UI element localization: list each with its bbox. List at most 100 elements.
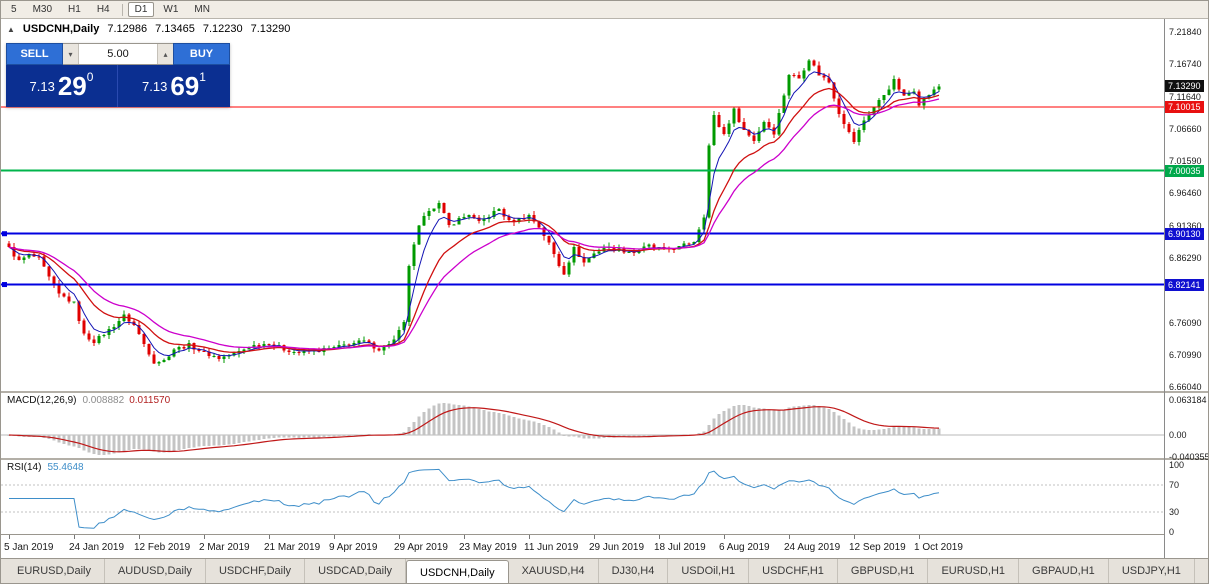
buy-price-main: 7.13 bbox=[142, 78, 168, 94]
time-axis-label: 1 Oct 2019 bbox=[914, 542, 963, 553]
ohlc-high: 7.13465 bbox=[155, 23, 195, 35]
buy-price-sup: 1 bbox=[199, 70, 206, 84]
main-price-scale[interactable]: 7.21840 7.16740 7.11640 7.06660 7.01590 6.964… bbox=[1165, 19, 1208, 392]
time-axis[interactable]: 5 Jan 2019 24 Jan 2019 12 Feb 2019 2 Mar 20… bbox=[1, 534, 1164, 558]
volume-increase-icon[interactable]: ▴ bbox=[157, 44, 173, 64]
macd-scale-label: 0.063184 bbox=[1169, 395, 1207, 406]
macd-signal-line bbox=[8, 406, 940, 453]
candlestick-series bbox=[7, 59, 941, 366]
line-drag-handle[interactable] bbox=[2, 282, 7, 288]
collapse-chart-icon[interactable]: ▲ bbox=[7, 24, 15, 34]
macd-scale-label: 0.00 bbox=[1169, 430, 1187, 441]
trade-panel-prices: 7.13 29 0 7.13 69 1 bbox=[6, 65, 230, 107]
timeframe-button-W1[interactable]: W1 bbox=[163, 4, 179, 15]
time-axis-label: 5 Jan 2019 bbox=[4, 542, 54, 553]
macd-label: MACD(12,26,9) 0.008882 0.011570 bbox=[7, 395, 170, 406]
chart-tab-gbpaud-11[interactable]: GBPAUD,H1 bbox=[1019, 559, 1109, 583]
time-axis-label: 12 Sep 2019 bbox=[849, 542, 906, 553]
rsi-line bbox=[9, 468, 940, 529]
time-axis-label: 23 May 2019 bbox=[459, 542, 517, 553]
ohlc-close: 7.13290 bbox=[250, 23, 291, 35]
line-drag-handle[interactable] bbox=[2, 231, 7, 237]
rsi-name: RSI(14) bbox=[7, 462, 42, 473]
price-scale-label: 6.91360 bbox=[1169, 220, 1202, 231]
toolbar-divider bbox=[121, 3, 123, 16]
sell-price-display[interactable]: 7.13 29 0 bbox=[6, 65, 118, 107]
time-tick bbox=[139, 535, 140, 539]
timeframe-button-5[interactable]: 5 bbox=[11, 4, 17, 15]
time-tick bbox=[529, 535, 530, 539]
ma-slow-line bbox=[8, 98, 940, 350]
sell-price-main: 7.13 bbox=[29, 78, 55, 94]
time-tick bbox=[9, 535, 10, 539]
chart-symbol-header: ▲ USDCNH,Daily 7.12986 7.13465 7.12230 7… bbox=[7, 23, 290, 35]
buy-price-display[interactable]: 7.13 69 1 bbox=[118, 65, 230, 107]
macd-scale-label: -0.040355 bbox=[1169, 452, 1209, 463]
buy-button[interactable]: BUY bbox=[173, 43, 230, 65]
timeframe-button-D1[interactable]: D1 bbox=[127, 2, 155, 17]
timeframe-button-H1[interactable]: H1 bbox=[68, 4, 81, 15]
macd-signal-value: 0.011570 bbox=[129, 395, 171, 406]
rsi-value: 55.4648 bbox=[47, 462, 84, 473]
chart-tab-usdcnh-4[interactable]: USDCNH,Daily bbox=[406, 560, 509, 583]
bid-price-badge: 7.13290 bbox=[1165, 80, 1204, 93]
price-scale-label: 6.96460 bbox=[1169, 188, 1202, 199]
green-line-badge: 7.00035 bbox=[1165, 164, 1204, 177]
volume-stepper: ▾ 5.00 ▴ bbox=[63, 43, 173, 65]
ma-mid-line bbox=[8, 87, 940, 353]
chart-tab-gbpusd-9[interactable]: GBPUSD,H1 bbox=[838, 559, 929, 583]
trade-panel-controls: SELL ▾ 5.00 ▴ BUY bbox=[6, 43, 230, 65]
price-scale-label: 7.06660 bbox=[1169, 123, 1202, 134]
horizontal-line-6.9013[interactable] bbox=[1, 231, 1164, 237]
red-line-badge: 7.10015 bbox=[1165, 101, 1204, 114]
chart-tab-usdoil-7[interactable]: USDOil,H1 bbox=[668, 559, 750, 583]
volume-decrease-icon[interactable]: ▾ bbox=[63, 44, 79, 64]
time-axis-label: 24 Aug 2019 bbox=[784, 542, 841, 553]
chart-tab-usdchf-2[interactable]: USDCHF,Daily bbox=[206, 559, 306, 583]
chart-tab-dj30-6[interactable]: DJ30,H4 bbox=[599, 559, 669, 583]
chart-tab-audusd-1[interactable]: AUDUSD,Daily bbox=[105, 559, 206, 583]
time-axis-label: 18 Jul 2019 bbox=[654, 542, 706, 553]
sell-price-big: 29 bbox=[57, 71, 87, 101]
rsi-scale-label: 70 bbox=[1169, 480, 1180, 491]
time-tick bbox=[464, 535, 465, 539]
rsi-scale-label: 0 bbox=[1169, 526, 1175, 537]
one-click-trade-panel: SELL ▾ 5.00 ▴ BUY 7.13 29 0 7.13 69 1 bbox=[6, 43, 230, 107]
time-tick bbox=[594, 535, 595, 539]
price-scale-label: 6.70990 bbox=[1169, 350, 1202, 361]
sell-button[interactable]: SELL bbox=[6, 43, 63, 65]
time-tick bbox=[74, 535, 75, 539]
rsi-scale[interactable]: 100 70 30 0 bbox=[1165, 460, 1208, 537]
chart-tab-usdjpy-12[interactable]: USDJPY,H1 bbox=[1109, 559, 1195, 583]
macd-scale[interactable]: 0.063184 0.00 -0.040355 bbox=[1165, 393, 1208, 462]
time-axis-label: 9 Apr 2019 bbox=[329, 542, 378, 553]
time-tick bbox=[334, 535, 335, 539]
chart-tab-eurusd-10[interactable]: EURUSD,H1 bbox=[928, 559, 1020, 583]
time-tick bbox=[854, 535, 855, 539]
ma-fast-line bbox=[8, 71, 940, 357]
macd-indicator-chart[interactable] bbox=[1, 393, 1164, 458]
chart-tab-bar: EURUSD,Daily AUDUSD,Daily USDCHF,Daily USDC… bbox=[1, 558, 1208, 583]
macd-histogram bbox=[7, 402, 941, 455]
rsi-indicator-chart[interactable] bbox=[1, 460, 1164, 534]
price-scale-label: 7.01590 bbox=[1169, 155, 1202, 166]
panel-splitter[interactable] bbox=[1, 458, 1208, 460]
horizontal-line-6.82141[interactable] bbox=[1, 282, 1164, 288]
price-scale-label: 6.76090 bbox=[1169, 318, 1202, 329]
ohlc-low: 7.12230 bbox=[202, 23, 243, 35]
rsi-scale-label: 100 bbox=[1169, 460, 1185, 471]
time-axis-label: 29 Apr 2019 bbox=[394, 542, 448, 553]
timeframe-button-M30[interactable]: M30 bbox=[32, 4, 53, 15]
sell-price-sup: 0 bbox=[86, 70, 94, 84]
timeframe-toolbar: 5 M30 H1 H4 D1 W1 MN bbox=[1, 1, 1208, 19]
timeframe-button-MN[interactable]: MN bbox=[194, 4, 210, 15]
time-tick bbox=[269, 535, 270, 539]
volume-value[interactable]: 5.00 bbox=[107, 48, 129, 60]
chart-tab-eurusd-0[interactable]: EURUSD,Daily bbox=[4, 559, 105, 583]
panel-splitter[interactable] bbox=[1, 391, 1208, 393]
macd-hist-value: 0.008882 bbox=[82, 395, 125, 406]
chart-tab-xauusd-5[interactable]: XAUUSD,H4 bbox=[509, 559, 599, 583]
chart-tab-usdcad-3[interactable]: USDCAD,Daily bbox=[305, 559, 407, 583]
chart-tab-usdchf-8[interactable]: USDCHF,H1 bbox=[749, 559, 838, 583]
timeframe-button-H4[interactable]: H4 bbox=[96, 4, 110, 15]
